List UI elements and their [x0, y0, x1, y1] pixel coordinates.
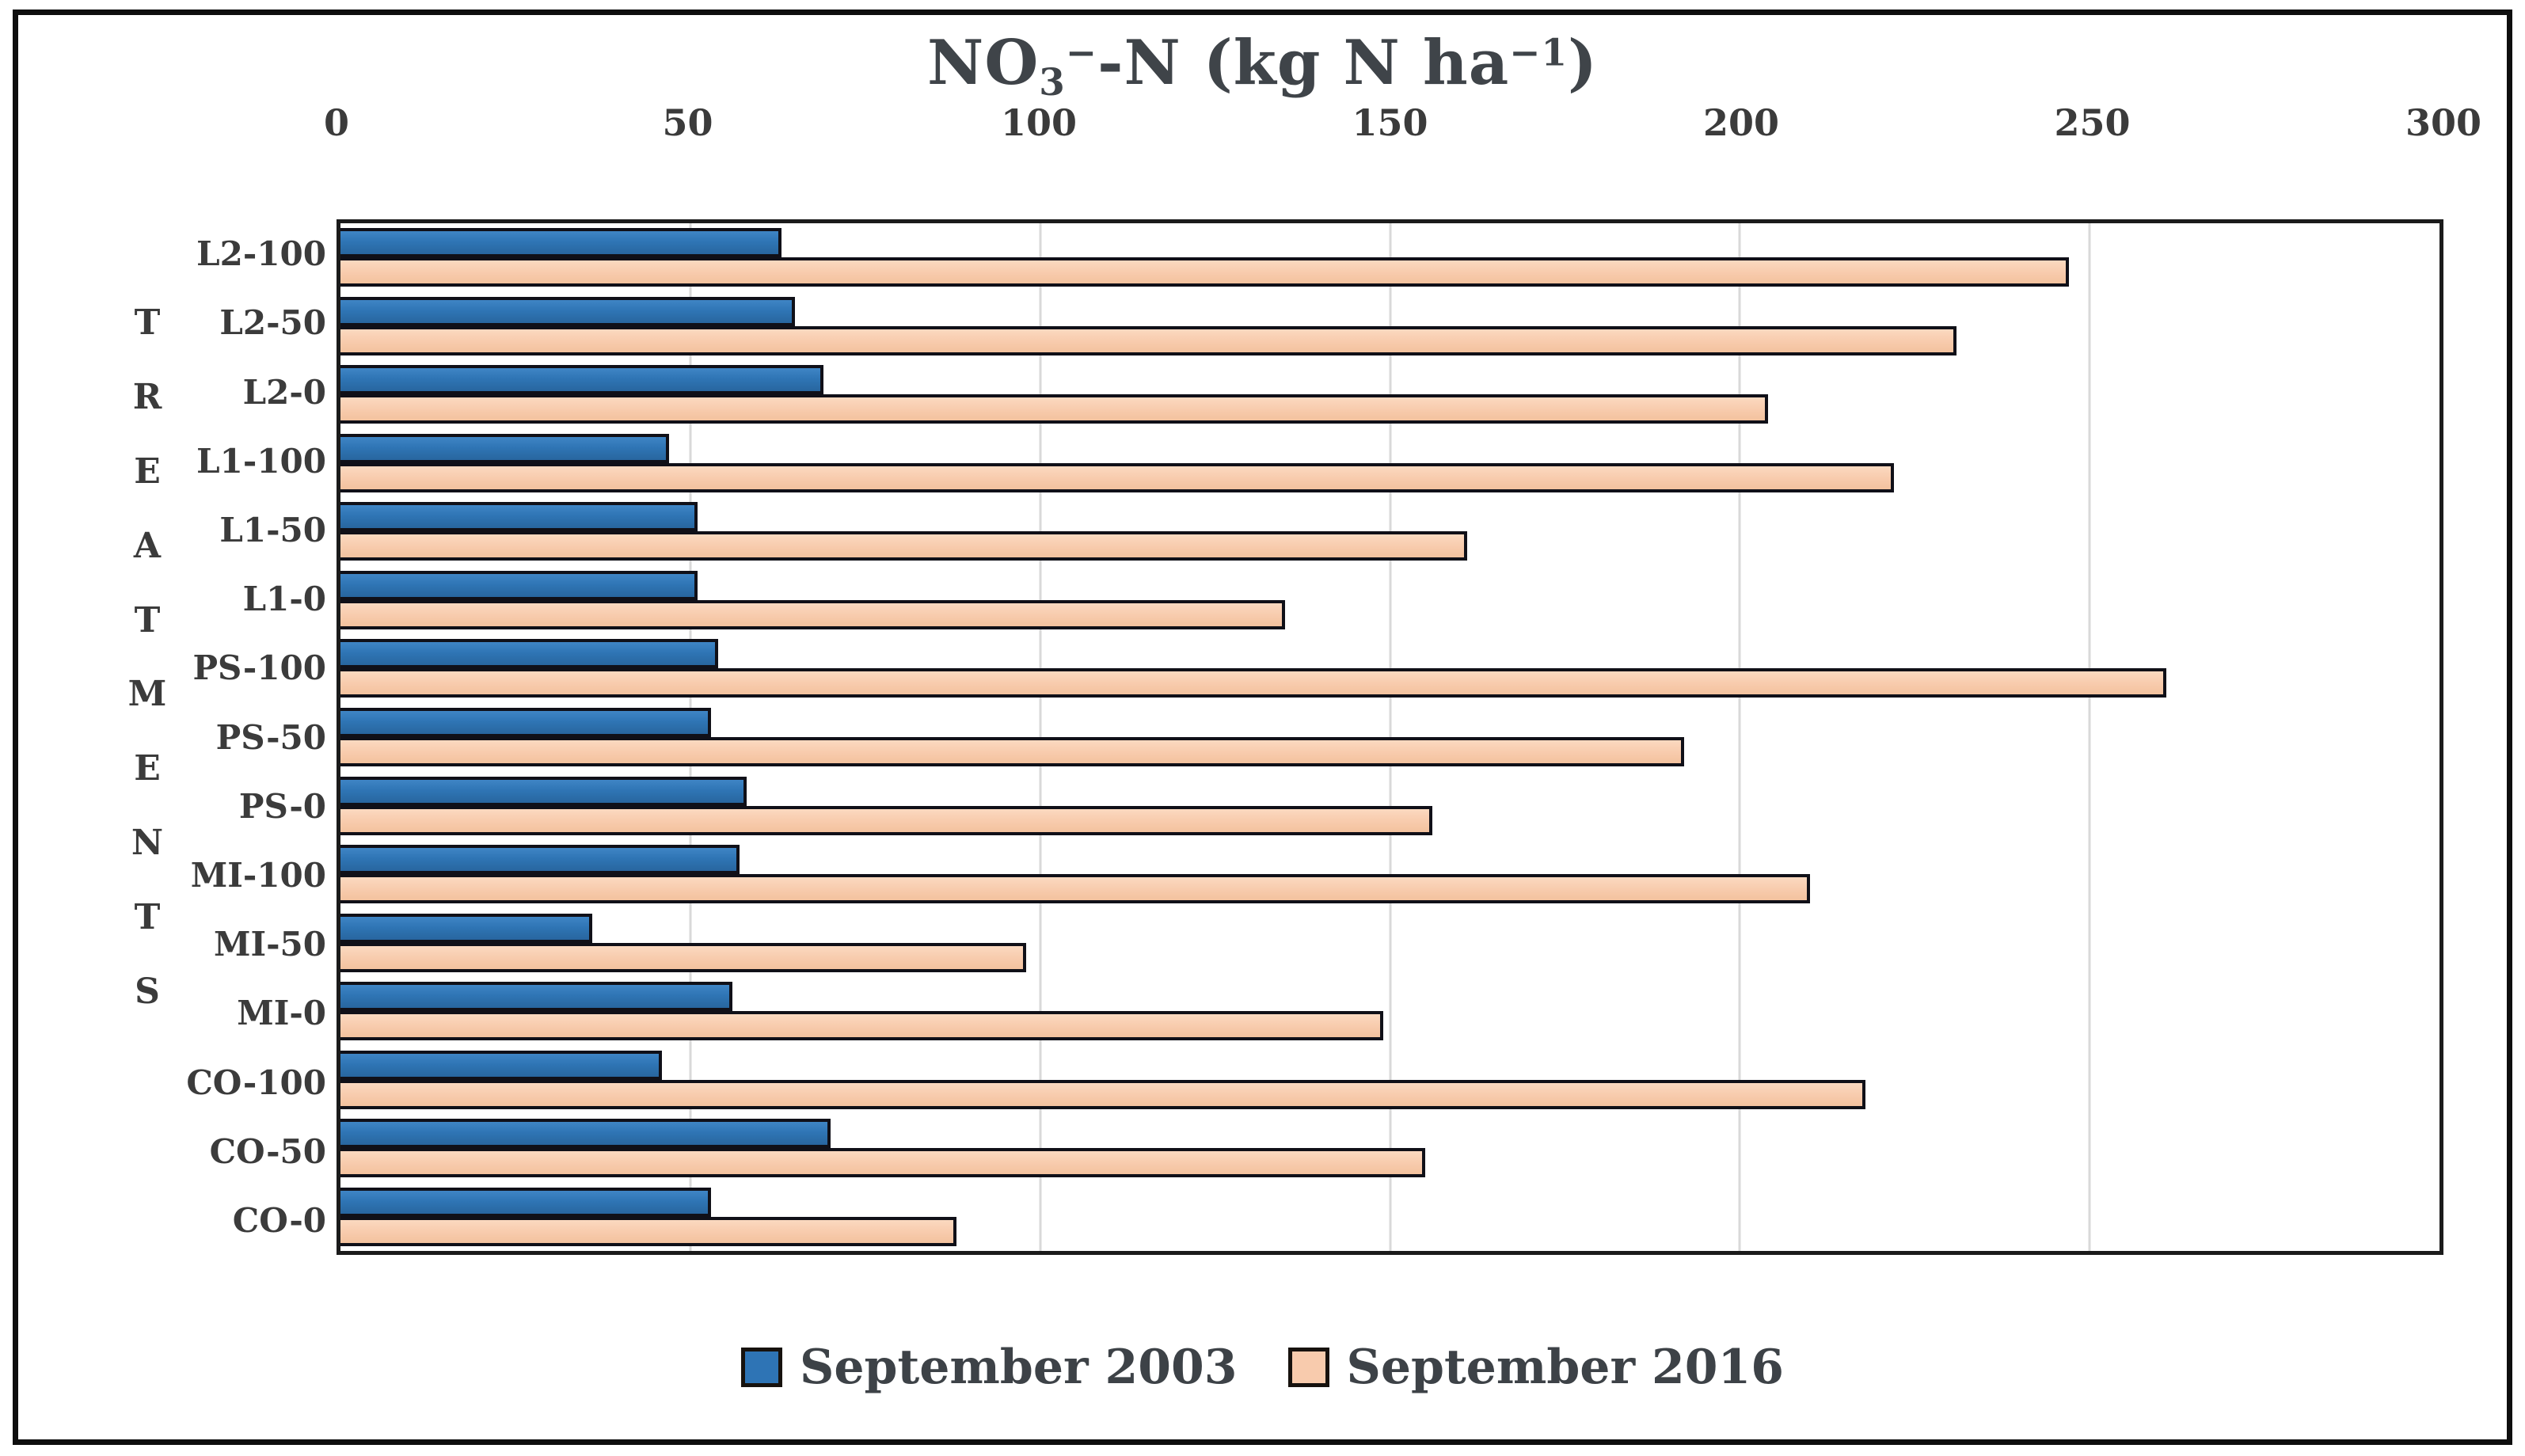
legend-label-september-2016: September 2016	[1346, 1340, 1784, 1395]
y-axis-letter-5: M	[127, 674, 167, 715]
category-labels: L2-100 L2-50 L2-0 L1-100 L1-50 L1-0 PS-100 PS-5…	[32, 219, 326, 1255]
bar-september-2016-l2-100	[340, 257, 2069, 287]
category-label-l2-50: L2-50	[219, 303, 326, 343]
x-tick-150: 150	[1352, 101, 1428, 144]
y-axis-letter-1: R	[132, 376, 162, 417]
x-tick-200: 200	[1702, 101, 1780, 144]
bar-september-2003-l2-50	[340, 296, 796, 326]
bar-group-mi-100	[340, 840, 2439, 909]
bar-september-2016-co-0	[340, 1216, 956, 1246]
legend-item-september-2016: September 2016	[1287, 1340, 1784, 1395]
y-axis-letter-6: E	[134, 748, 161, 789]
bar-september-2003-l1-50	[340, 502, 698, 532]
bar-september-2016-co-50	[340, 1148, 1425, 1178]
bar-group-l2-100	[340, 223, 2439, 292]
bar-september-2016-mi-100	[340, 874, 1810, 904]
legend-label-september-2003: September 2003	[800, 1340, 1238, 1395]
chart-title: NO3−-N (kg N ha−1)	[0, 27, 2525, 105]
bar-september-2003-l1-100	[340, 433, 670, 463]
bar-september-2016-co-100	[340, 1079, 1866, 1109]
bar-group-mi-0	[340, 977, 2439, 1046]
bar-september-2003-mi-50	[340, 913, 593, 943]
bar-september-2003-ps-100	[340, 639, 719, 669]
bar-september-2016-ps-50	[340, 736, 1684, 766]
bar-group-l1-50	[340, 497, 2439, 566]
bar-september-2003-ps-0	[340, 776, 747, 806]
title-superscript-exponent: −1	[1509, 31, 1569, 75]
bar-september-2016-l1-0	[340, 599, 1285, 629]
bar-group-l1-100	[340, 429, 2439, 498]
category-label-l1-50: L1-50	[219, 510, 326, 549]
x-tick-0: 0	[323, 101, 350, 144]
category-label-ps-0: PS-0	[238, 786, 326, 826]
bar-group-co-50	[340, 1114, 2439, 1183]
category-label-mi-100: MI-100	[190, 855, 326, 895]
x-tick-50: 50	[662, 101, 713, 144]
bar-rows	[340, 223, 2439, 1251]
category-label-mi-50: MI-50	[213, 925, 326, 964]
bar-september-2016-l2-0	[340, 394, 1768, 424]
x-axis-tick-labels: 0 50 100 150 200 250 300	[324, 101, 2481, 149]
bar-september-2016-l1-50	[340, 531, 1467, 561]
bar-group-ps-100	[340, 634, 2439, 703]
bar-september-2016-ps-100	[340, 668, 2167, 698]
bar-group-l2-0	[340, 360, 2439, 429]
bar-september-2016-ps-0	[340, 805, 1432, 835]
bar-september-2003-l1-0	[340, 570, 698, 600]
y-axis-letter-8: T	[134, 897, 161, 937]
bar-september-2003-ps-50	[340, 707, 712, 737]
x-tick-300: 300	[2405, 101, 2482, 144]
bar-group-l2-50	[340, 292, 2439, 361]
bar-group-ps-0	[340, 771, 2439, 840]
title-close: )	[1568, 27, 1598, 99]
category-label-l2-0: L2-0	[242, 372, 326, 412]
bar-september-2016-l1-100	[340, 462, 1894, 492]
y-axis-letter-4: T	[134, 599, 161, 641]
bar-group-ps-50	[340, 703, 2439, 772]
category-label-l1-100: L1-100	[196, 441, 326, 481]
y-axis-letter-9: S	[135, 971, 160, 1012]
category-label-l1-0: L1-0	[242, 580, 326, 619]
y-axis-letter-3: A	[133, 525, 162, 566]
title-subscript: 3	[1039, 61, 1066, 105]
legend-item-september-2003: September 2003	[741, 1340, 1238, 1395]
title-mid: -N (kg N ha	[1097, 27, 1510, 99]
title-pre: NO	[927, 27, 1040, 99]
bar-september-2003-mi-0	[340, 982, 732, 1012]
title-superscript-minus: −	[1065, 31, 1098, 75]
category-label-l2-100: L2-100	[196, 234, 326, 274]
y-axis-letter-0: T	[134, 302, 161, 343]
bar-september-2016-l2-50	[340, 325, 1957, 355]
bar-september-2003-co-50	[340, 1119, 831, 1149]
category-label-co-0: CO-0	[232, 1200, 326, 1240]
category-label-ps-50: PS-50	[215, 717, 326, 757]
legend-swatch-september-2016	[1287, 1348, 1329, 1387]
bar-september-2016-mi-0	[340, 1011, 1383, 1041]
category-label-mi-0: MI-0	[237, 994, 326, 1033]
x-tick-100: 100	[1000, 101, 1078, 144]
category-label-ps-100: PS-100	[192, 648, 326, 688]
gridline-250	[2088, 223, 2091, 1251]
legend-swatch-september-2003	[741, 1348, 783, 1387]
bar-september-2003-l2-0	[340, 365, 823, 395]
bar-group-co-0	[340, 1182, 2439, 1251]
y-axis-letter-7: N	[131, 823, 164, 864]
bar-september-2003-mi-100	[340, 845, 740, 875]
legend: September 2003 September 2016	[0, 1324, 2525, 1411]
bar-september-2003-co-0	[340, 1187, 712, 1217]
bar-group-mi-50	[340, 908, 2439, 977]
category-label-co-50: CO-50	[209, 1131, 326, 1171]
gridline-200	[1738, 223, 1741, 1251]
bar-group-l1-0	[340, 566, 2439, 635]
x-tick-250: 250	[2054, 101, 2131, 144]
bar-group-co-100	[340, 1045, 2439, 1114]
bar-september-2003-l2-100	[340, 228, 781, 258]
plot-area	[337, 219, 2443, 1255]
y-axis-letter-2: E	[134, 450, 161, 492]
category-label-co-100: CO-100	[186, 1063, 326, 1102]
bar-september-2016-mi-50	[340, 942, 1026, 972]
bar-september-2003-co-100	[340, 1050, 663, 1080]
